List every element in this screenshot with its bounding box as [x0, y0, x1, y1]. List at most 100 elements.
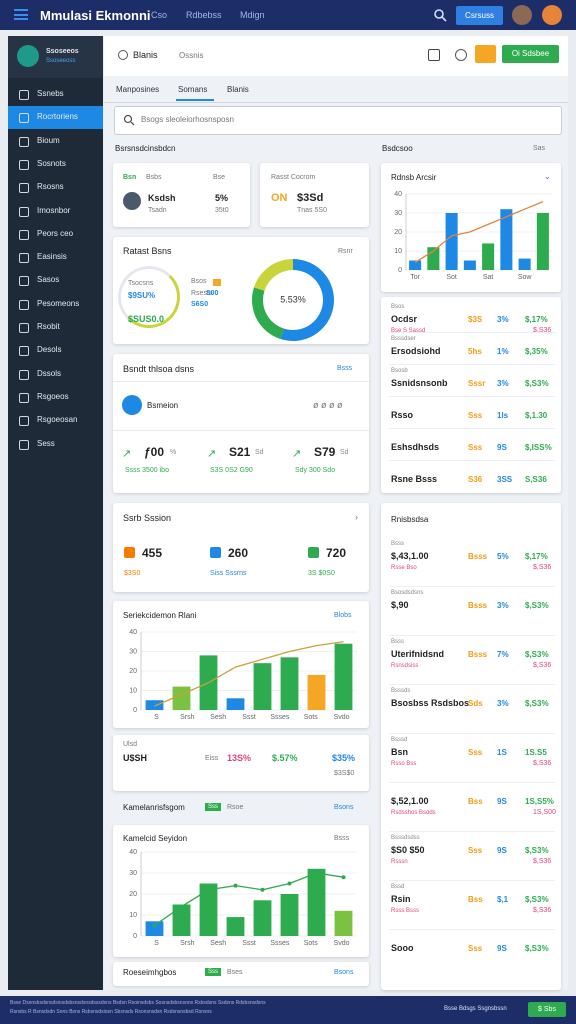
- nav-item[interactable]: Dssols: [37, 368, 62, 378]
- nav-item[interactable]: Sasos: [37, 275, 60, 285]
- chart-link[interactable]: Bsss: [334, 835, 350, 842]
- x-tick-label: Ssses: [270, 940, 290, 947]
- search-icon[interactable]: [433, 8, 447, 22]
- row-sub: Rsse Bso: [391, 565, 417, 571]
- card-link[interactable]: Bsss: [337, 365, 353, 372]
- row-cell: 1%: [497, 347, 509, 356]
- row-head: Bsos: [391, 304, 405, 310]
- donut-slice: [280, 259, 334, 341]
- divider: [389, 332, 555, 333]
- row-cell: Sss: [468, 443, 483, 452]
- bar: [307, 674, 326, 710]
- row-sub-value: $,S36: [533, 760, 552, 767]
- nav-item[interactable]: Ssnebs: [37, 89, 64, 98]
- search-box[interactable]: [114, 106, 562, 135]
- x-tick-label: Sow: [518, 274, 533, 281]
- tool-icon[interactable]: [455, 49, 467, 61]
- row-cell: Sssr: [468, 379, 486, 388]
- tab[interactable]: Somans: [178, 85, 208, 94]
- list-title: Rnisbsdsa: [391, 515, 429, 524]
- divider: [113, 381, 369, 382]
- row-cell: 3SS: [497, 475, 513, 484]
- y-tick-label: 0: [133, 707, 137, 714]
- row-cell: Bss: [468, 797, 483, 806]
- avatar[interactable]: [512, 5, 532, 25]
- nav-item[interactable]: Desols: [37, 345, 62, 355]
- section-link[interactable]: Sas: [533, 145, 546, 152]
- x-tick-label: Sesh: [210, 940, 226, 947]
- session-value: 455: [142, 546, 163, 560]
- nav-item[interactable]: Easinsis: [37, 252, 67, 262]
- tab[interactable]: Blanis: [227, 85, 249, 94]
- row-cell: $,S3%: [525, 846, 549, 855]
- nav-item[interactable]: Rsobit: [37, 322, 60, 331]
- band-link[interactable]: Bsons: [334, 969, 354, 976]
- row-cell: 9S: [497, 797, 507, 806]
- row-head: Bsssdser: [391, 336, 416, 342]
- progress-ring: [118, 266, 180, 328]
- primary-button[interactable]: Oi Sdsbee: [502, 45, 559, 63]
- nav-item[interactable]: Pesomeons: [37, 298, 80, 308]
- stats-card: [113, 354, 369, 493]
- nav-item[interactable]: Imosnbor: [37, 205, 71, 215]
- nav-item[interactable]: Rocrtoriens: [37, 112, 78, 122]
- nav-item[interactable]: Rsgoeosan: [37, 415, 78, 425]
- tab[interactable]: Manposines: [116, 85, 160, 94]
- nav-link[interactable]: Cso: [151, 10, 168, 20]
- row-cell: 7%: [497, 650, 509, 659]
- nav-item[interactable]: Bioum: [37, 135, 60, 145]
- nav-link[interactable]: Rdbebss: [186, 10, 222, 20]
- nav-icon: [19, 159, 29, 170]
- card-title: Ratast Bsns: [123, 246, 172, 256]
- search-placeholder: Bsogs sleoleiorhosnsposn: [141, 115, 234, 124]
- item-actions[interactable]: ø ø ø ø: [313, 400, 343, 410]
- avatar[interactable]: [542, 5, 562, 25]
- tool-button[interactable]: [475, 45, 496, 63]
- menu-icon[interactable]: [14, 9, 28, 20]
- nav-icon: [19, 253, 29, 264]
- header-button[interactable]: Csrsuss: [456, 6, 503, 25]
- tool-icon[interactable]: [428, 49, 440, 61]
- nav-item[interactable]: Sosnots: [37, 158, 66, 168]
- legend-label: Bsos: [191, 278, 207, 285]
- y-tick-label: 10: [129, 687, 137, 694]
- nav-item[interactable]: Sess: [37, 438, 55, 448]
- row-label: Bsn: [391, 747, 409, 757]
- row-cell: Sss: [468, 748, 483, 757]
- row-label: Eshsdhsds: [391, 442, 440, 452]
- active-highlight: [8, 106, 103, 130]
- donut-slice: [252, 287, 284, 339]
- section-title: Bsdcsoo: [382, 144, 413, 153]
- band-text: Rsoe: [227, 804, 244, 811]
- ring-label: Tsocsns: [128, 280, 154, 287]
- nav-item[interactable]: Rsgoeos: [37, 391, 69, 401]
- y-tick-label: 40: [129, 849, 137, 856]
- nav-item[interactable]: Peors ceo: [37, 228, 74, 238]
- divider: [389, 929, 555, 930]
- legend-label: Rsesta: [191, 290, 213, 297]
- line-marker: [206, 887, 211, 892]
- row-head: Bsosdsdsns: [391, 590, 424, 596]
- band-link[interactable]: Bsons: [334, 804, 354, 811]
- card-menu[interactable]: Rsnr: [338, 248, 353, 255]
- y-tick-label: 30: [129, 648, 137, 655]
- summary-label: Ulsd: [123, 741, 138, 748]
- chart-link[interactable]: Blobs: [334, 612, 352, 619]
- bar: [409, 260, 422, 270]
- stat-sub: Ssss 3500 ibo: [125, 467, 169, 474]
- nav-icon: [19, 369, 29, 380]
- nav-link[interactable]: Mdign: [240, 10, 265, 20]
- dropdown[interactable]: ⌄: [544, 172, 551, 181]
- user-sub-value: 35t0: [215, 207, 229, 214]
- row-label: Rsso: [391, 410, 414, 420]
- y-tick-label: 10: [394, 248, 402, 255]
- nav-icon: [19, 416, 29, 427]
- row-head: Bsssd: [391, 737, 408, 743]
- nav-item[interactable]: Rsosns: [37, 182, 64, 192]
- divider: [389, 396, 555, 397]
- x-tick-label: Tor: [410, 274, 420, 281]
- chevron[interactable]: ›: [355, 512, 358, 522]
- line-marker: [260, 887, 265, 892]
- footer-button[interactable]: $ Sbs: [528, 1002, 566, 1017]
